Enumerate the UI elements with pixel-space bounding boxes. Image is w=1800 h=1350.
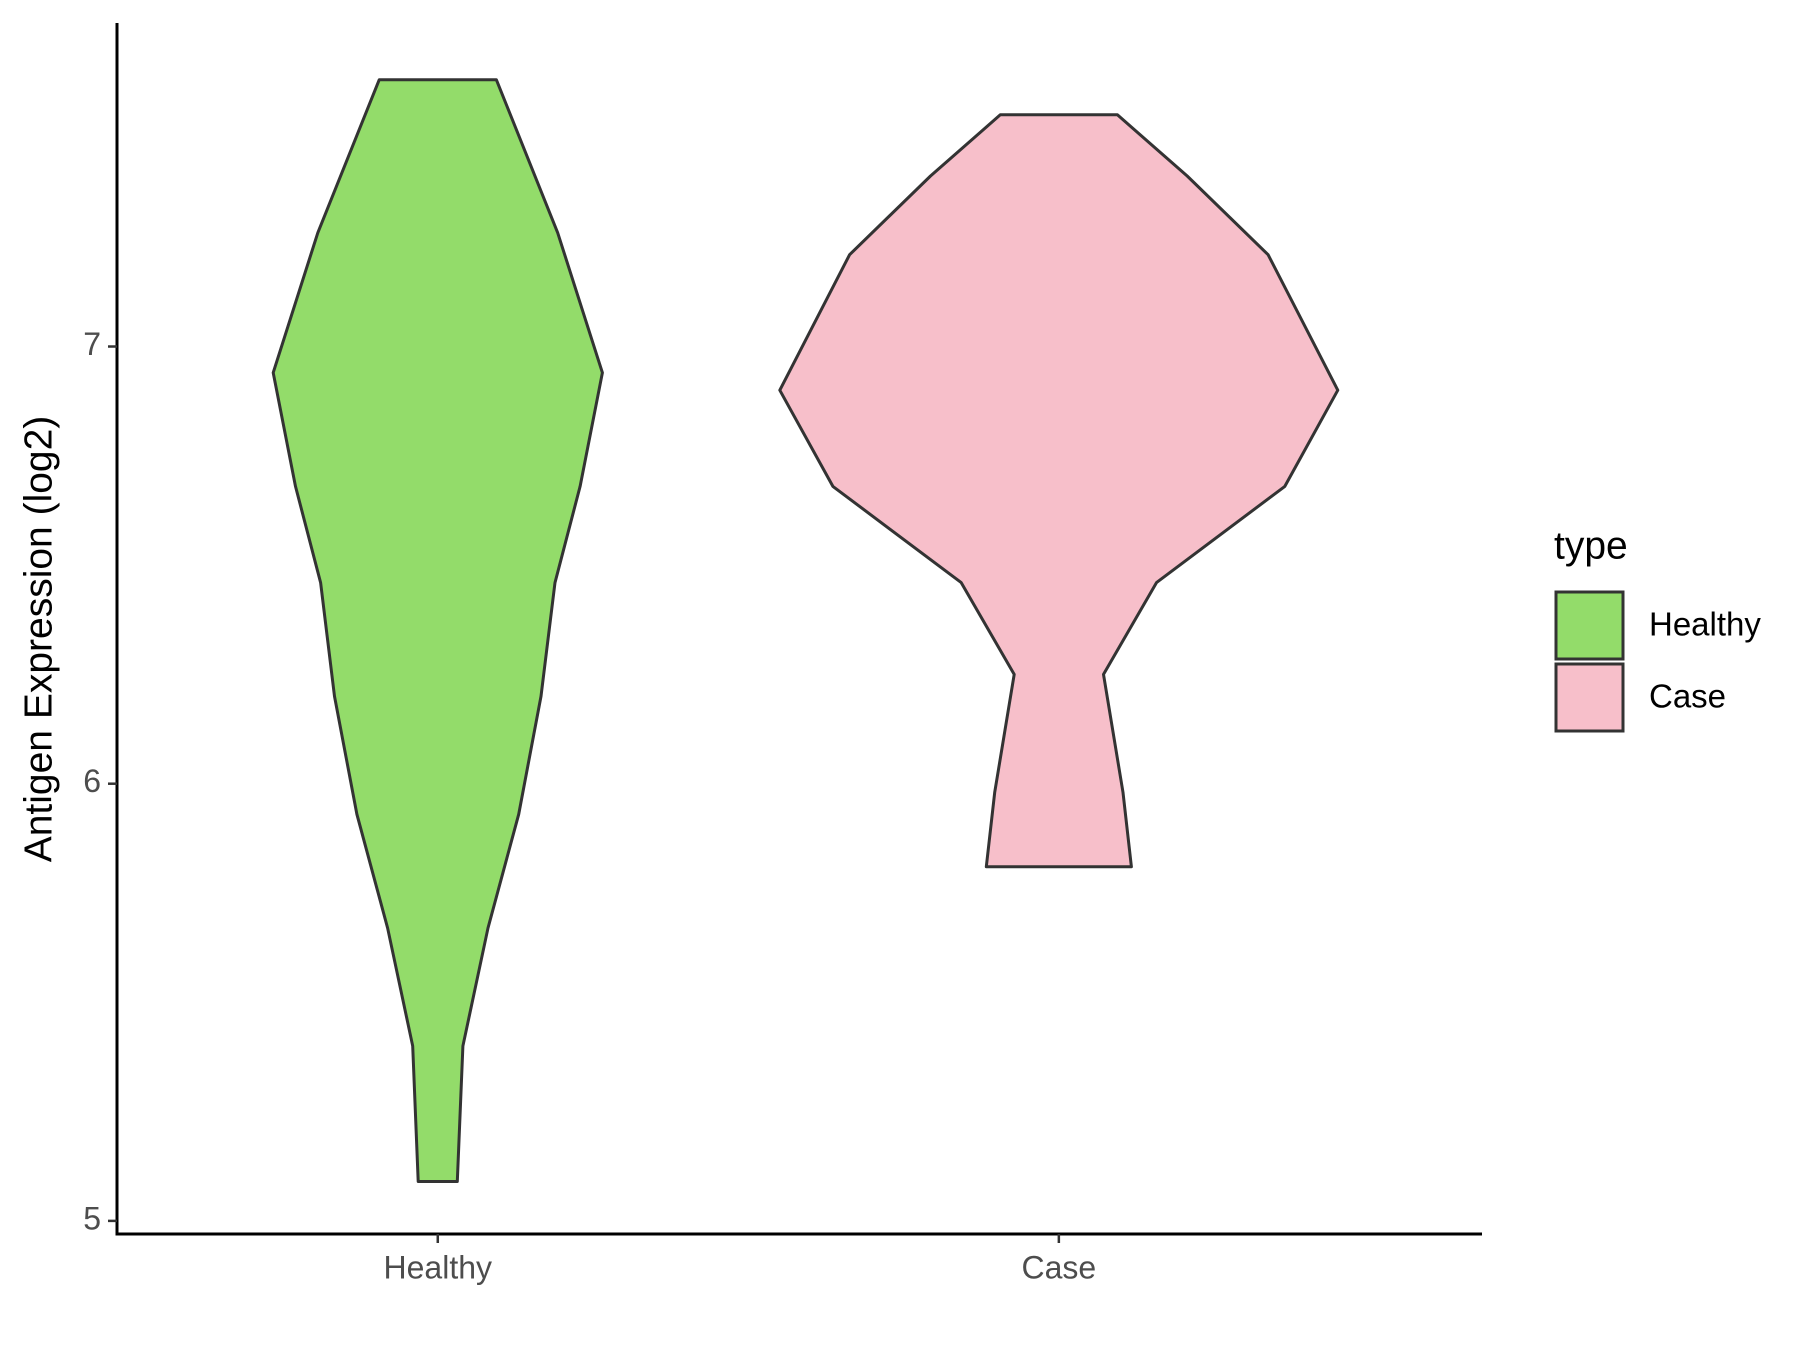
x-tick-label: Case: [1021, 1249, 1096, 1285]
legend-key: [1554, 590, 1625, 661]
legend-label: Case: [1649, 678, 1726, 715]
y-tick-label: 7: [83, 326, 101, 362]
y-tick-label: 6: [83, 763, 101, 799]
x-tick-label: Healthy: [384, 1249, 493, 1285]
legend-title: type: [1554, 524, 1628, 567]
legend-key: [1554, 662, 1625, 733]
violin: [271, 78, 604, 1183]
legend-label: Healthy: [1649, 606, 1761, 643]
y-tick-label: 5: [83, 1200, 101, 1236]
y-axis-title: Antigen Expression (log2): [17, 416, 60, 863]
violin: [778, 113, 1340, 869]
